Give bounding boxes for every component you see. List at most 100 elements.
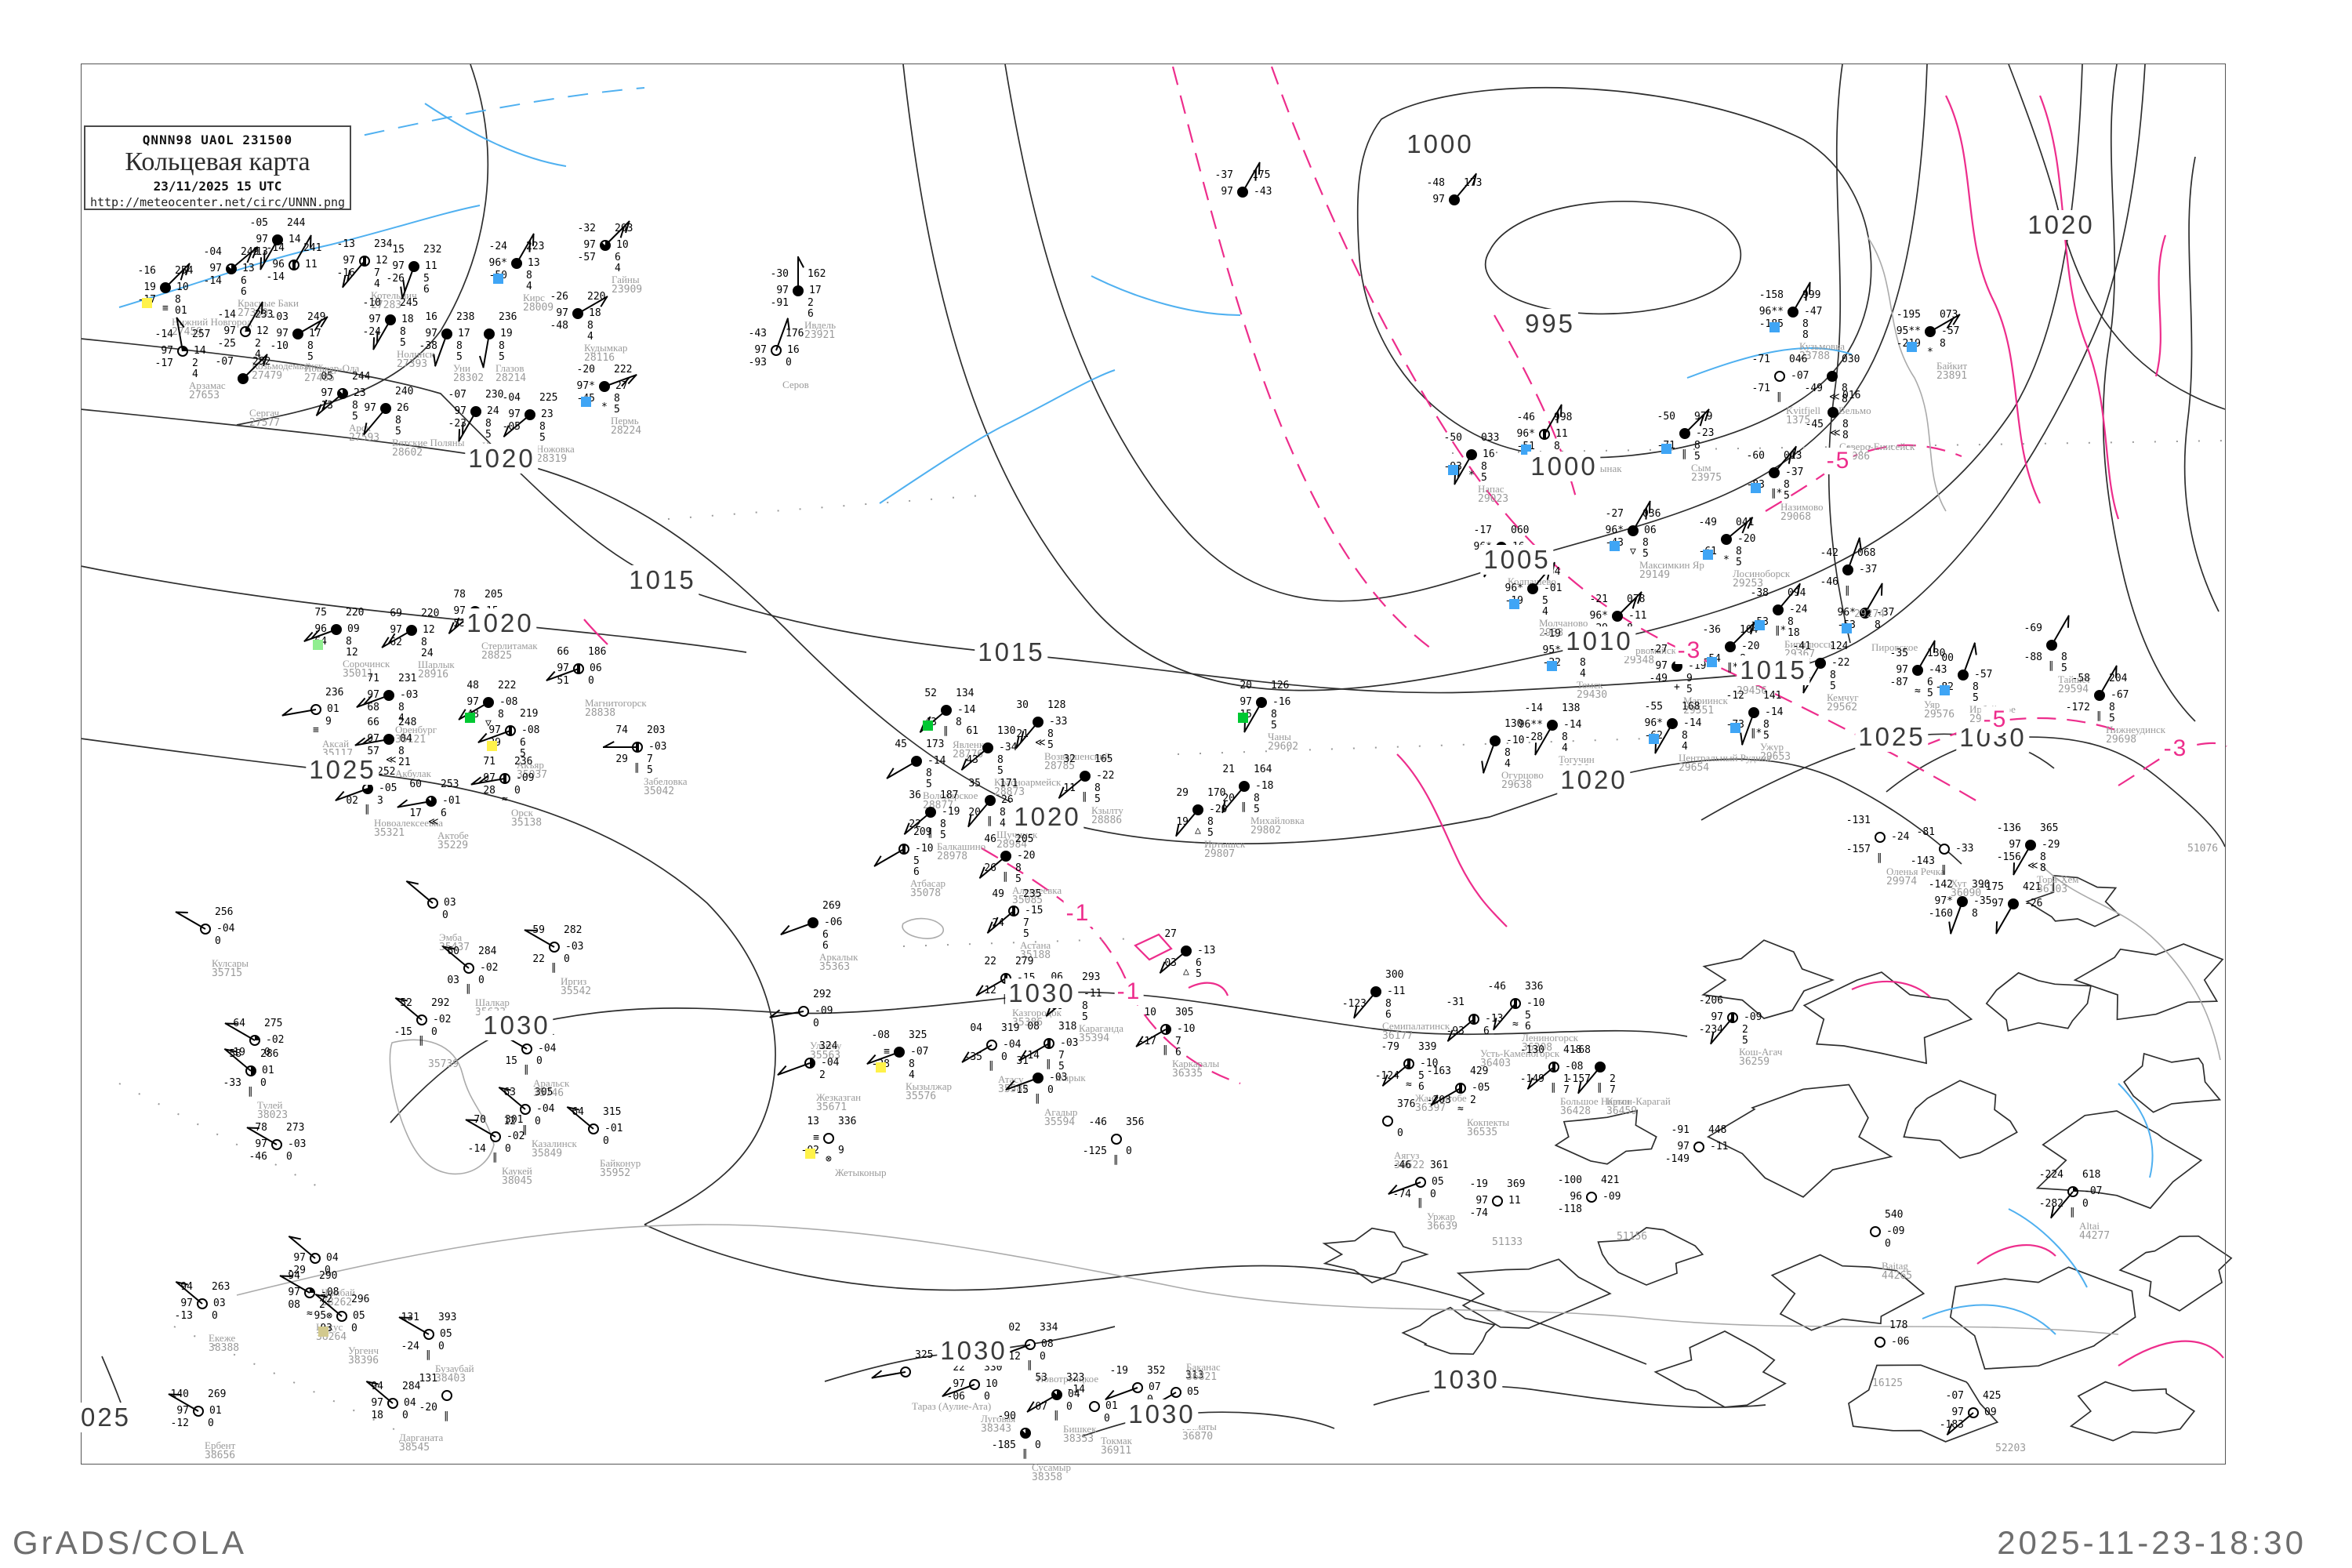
cloud-amount-value: 8 — [587, 320, 593, 332]
weather-symbol-icon: ∥ — [1877, 852, 1882, 864]
station-id: 23909 — [612, 284, 643, 296]
pressure-value: 257 — [192, 328, 211, 340]
humidity-value: 97 — [556, 307, 568, 319]
pressure-tendency-value: 26 — [1001, 794, 1014, 806]
station-name: Огурцово — [1501, 769, 1544, 781]
cloud-amount-value: 0 — [505, 1143, 511, 1155]
warning-square-icon — [581, 397, 591, 407]
cloud-amount-value: 8 — [940, 818, 946, 830]
pressure-tendency-value: 10 — [176, 281, 189, 293]
temperature-value: -05 — [249, 217, 268, 229]
pressure-tendency-value: -14 — [1765, 706, 1784, 718]
weather-symbol-icon: ∥ — [1777, 391, 1782, 403]
warning-square-icon — [1661, 444, 1671, 454]
temperature-value: -30 — [770, 268, 789, 280]
cloud-amount-value: 0 — [438, 1341, 445, 1352]
dewpoint-value: 62 — [390, 637, 402, 648]
cloud-amount-value: 8 — [1694, 440, 1700, 452]
temperature-value: -43 — [748, 328, 767, 339]
temperature-value: -79 — [1381, 1041, 1399, 1053]
low-cloud-value: 4 — [615, 263, 621, 274]
humidity-value: 97 — [583, 239, 596, 251]
low-cloud-value: 6 — [1385, 1009, 1392, 1021]
cloud-cover-icon — [1089, 1401, 1100, 1412]
pressure-value: 030 — [1842, 354, 1860, 365]
warning-square-icon — [1703, 550, 1713, 560]
station-name: Уни — [453, 362, 470, 374]
low-cloud-value: 5 — [395, 426, 401, 437]
isobar-line — [1484, 201, 1741, 315]
temperature-value: -19 — [1469, 1178, 1488, 1190]
temperature-value: 29 — [1176, 787, 1189, 799]
isobar-label: 1010 — [1563, 626, 1636, 656]
station-id: 35188 — [1020, 949, 1051, 961]
wind-barb-tick — [458, 429, 461, 441]
humidity-value: 97 — [453, 605, 466, 617]
pressure-tendency-value: -14 — [1563, 719, 1582, 731]
pressure-tendency-value: 01 — [327, 703, 339, 715]
station-name: Аральск — [533, 1077, 570, 1089]
weather-front-line — [1976, 1243, 2056, 1265]
humidity-value: 97 — [343, 255, 355, 267]
station-id: 38388 — [209, 1342, 240, 1354]
station-name: Шарлык — [418, 659, 455, 670]
station-id: 36622 — [1394, 1160, 1425, 1171]
station-name: Ербент — [205, 1439, 236, 1451]
station-name: Бишкек — [1063, 1423, 1097, 1435]
weather-symbol-icon: ∥ — [1046, 1058, 1051, 1070]
humidity-value: 96* — [1589, 610, 1608, 622]
temperature-value: -35 — [1889, 648, 1908, 659]
weather-symbol-icon: ∥ — [492, 1152, 498, 1163]
pressure-tendency-value: 17 — [809, 285, 822, 296]
station-name: Возвышенский — [1044, 750, 1110, 762]
station-id: 28838 — [585, 707, 616, 719]
cloud-amount-value: 9 — [1686, 673, 1693, 684]
station-name: Аягуз — [1394, 1149, 1420, 1161]
warning-square-icon — [1610, 541, 1620, 551]
cloud-amount-value: 8 — [398, 746, 405, 757]
pressure-value: 305 — [535, 1087, 554, 1098]
humidity-value: 97 — [454, 405, 466, 417]
temperature-value: -24 — [488, 241, 507, 252]
wind-barb-tick — [260, 257, 263, 270]
station-name: Кокпекты — [1467, 1116, 1510, 1128]
isobar-line — [2069, 1381, 2196, 1442]
isobar-label: 1030 — [1125, 1399, 1199, 1429]
pressure-value: 249 — [307, 311, 326, 323]
station-name: Молчаново — [1539, 617, 1588, 629]
pressure-value: 068 — [1857, 547, 1876, 559]
pressure-value: 290 — [319, 1270, 338, 1282]
pressure-tendency-value: -57 — [1941, 325, 1960, 337]
station-id: 29332 — [1539, 627, 1570, 639]
station-name: Лосиноборск — [1733, 568, 1791, 579]
dewpoint-value: -93 — [748, 357, 767, 368]
station-name: Сым — [1691, 462, 1711, 474]
temperature-value: 94 — [371, 1381, 383, 1392]
station-name: Новоалексеевка — [374, 817, 444, 829]
cloud-amount-value: 0 — [260, 1077, 267, 1089]
isobar-line — [80, 64, 2146, 694]
station-id: 29594 — [2058, 684, 2089, 695]
station-id: 23788 — [1799, 350, 1831, 362]
station-id: 35542 — [561, 985, 592, 997]
pressure-tendency-value: -01 — [1544, 583, 1563, 594]
pressure-tendency-value: -24 — [1789, 604, 1808, 615]
cloud-amount-value: 8 — [1000, 807, 1006, 818]
dewpoint-value: 20 — [1222, 793, 1235, 804]
wind-barb-icon — [603, 741, 637, 748]
pressure-value: 252 — [377, 766, 396, 778]
isobar-label: 1025 — [1855, 722, 1929, 752]
isobar-line — [1706, 1083, 1893, 1198]
cloud-amount-value: 8 — [1481, 461, 1487, 473]
isobar-label: 1015 — [626, 565, 699, 595]
temperature-value: 64 — [233, 1018, 245, 1029]
pressure-value: 305 — [1175, 1007, 1194, 1018]
weather-symbol-icon: ∥ — [1163, 1044, 1168, 1056]
pressure-tendency-value: 24 — [487, 405, 499, 417]
pressure-value: 124 — [1830, 641, 1849, 652]
cloud-amount-value: 8 — [1875, 619, 1881, 631]
cloud-amount-value: 0 — [351, 1323, 358, 1334]
humidity-value: 97 — [276, 328, 289, 339]
pressure-value: 275 — [264, 1018, 283, 1029]
station-id: 29653 — [1760, 751, 1791, 763]
